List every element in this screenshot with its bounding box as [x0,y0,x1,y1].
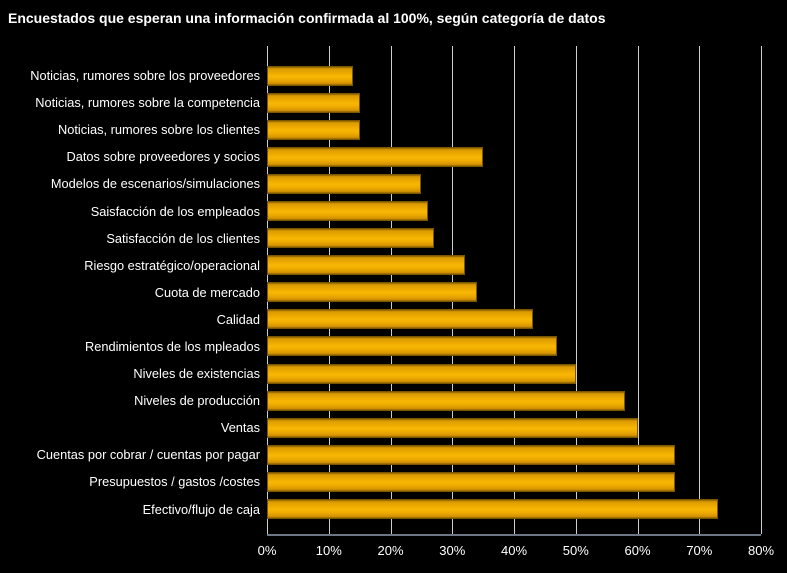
bar-track [267,228,761,249]
gridline-50 [575,46,577,534]
chart-row: Saisfacción de los empleados [0,197,787,224]
bar [267,92,360,113]
bar [267,282,477,303]
chart-row: Riesgo estratégico/operacional [0,252,787,279]
bar-track [267,336,761,357]
x-tick-label: 60% [624,543,651,558]
bar-track [267,499,761,520]
x-tick-label: 10% [315,543,342,558]
category-label: Noticias, rumores sobre los proveedores [30,68,260,84]
bar-track [267,471,761,492]
bar-track [267,417,761,438]
chart-row: Efectivo/flujo de caja [0,496,787,523]
chart-row: Noticias, rumores sobre la competencia [0,89,787,116]
category-label: Noticias, rumores sobre la competencia [35,95,260,111]
bar-track [267,119,761,140]
x-tick-label: 70% [686,543,713,558]
bar [267,417,638,438]
chart-row: Ventas [0,414,787,441]
bar-track [267,363,761,384]
bar [267,336,558,357]
category-label: Cuentas por cobrar / cuentas por pagar [36,447,260,463]
bar [267,201,428,222]
category-label: Saisfacción de los empleados [90,203,260,219]
bar [267,363,576,384]
chart-row: Niveles de producción [0,387,787,414]
category-label: Efectivo/flujo de caja [142,501,260,517]
x-tick-label: 80% [747,543,775,558]
x-tick-label: 20% [377,543,404,558]
bar [267,228,434,249]
bar [267,471,675,492]
bar-track [267,173,761,194]
x-tick-label: 50% [562,543,589,558]
category-label: Satisfacción de los clientes [106,230,260,246]
chart-row: Presupuestos / gastos /costes [0,468,787,495]
category-label: Riesgo estratégico/operacional [84,257,260,273]
bar [267,444,675,465]
chart-row: Datos sobre proveedores y socios [0,143,787,170]
category-label: Ventas [220,420,260,436]
category-label: Noticias, rumores sobre los clientes [58,122,260,138]
category-label: Datos sobre proveedores y socios [66,149,260,165]
x-tick-label: 30% [439,543,466,558]
chart-row: Cuota de mercado [0,279,787,306]
chart-row: Satisfacción de los clientes [0,225,787,252]
category-label: Calidad [216,311,260,327]
chart-row: Calidad [0,306,787,333]
bar-track [267,390,761,411]
chart-row: Niveles de existencias [0,360,787,387]
x-tick-label: 40% [500,543,528,558]
bar-track [267,255,761,276]
category-label: Cuota de mercado [154,284,260,300]
category-label: Presupuestos / gastos /costes [89,474,260,490]
chart-row: Noticias, rumores sobre los clientes [0,116,787,143]
gridline-70 [699,46,701,534]
category-label: Niveles de existencias [133,366,260,382]
bar-track [267,65,761,86]
chart-row: Modelos de escenarios/simulaciones [0,170,787,197]
bar [267,173,422,194]
bar-track [267,201,761,222]
bar-track [267,444,761,465]
chart-title: Encuestados que esperan una información … [8,10,606,26]
x-axis-tick-labels: 0% 10% 20% 30% 40% 50% 60% 70% 80% [258,543,774,559]
bar-track [267,92,761,113]
bar [267,309,533,330]
chart-row: Rendimientos de los mpleados [0,333,787,360]
chart-row: Cuentas por cobrar / cuentas por pagar [0,441,787,468]
bar-track [267,309,761,330]
gridline-80 [761,46,762,534]
chart-row: Noticias, rumores sobre los proveedores [0,62,787,89]
bar-track [267,282,761,303]
bar [267,146,484,167]
bar [267,65,354,86]
bar [267,255,465,276]
gridline-60 [637,46,639,534]
bar-rows: Noticias, rumores sobre los proveedores N… [0,62,787,523]
bar-track [267,146,761,167]
x-tick-label: 0% [257,543,277,558]
bar [267,390,626,411]
category-label: Modelos de escenarios/simulaciones [50,176,260,192]
category-label: Niveles de producción [134,393,260,409]
x-axis-line [267,534,761,536]
category-label: Rendimientos de los mpleados [85,338,260,354]
bar [267,119,360,140]
bar [267,499,718,520]
gridline-40 [514,46,515,534]
